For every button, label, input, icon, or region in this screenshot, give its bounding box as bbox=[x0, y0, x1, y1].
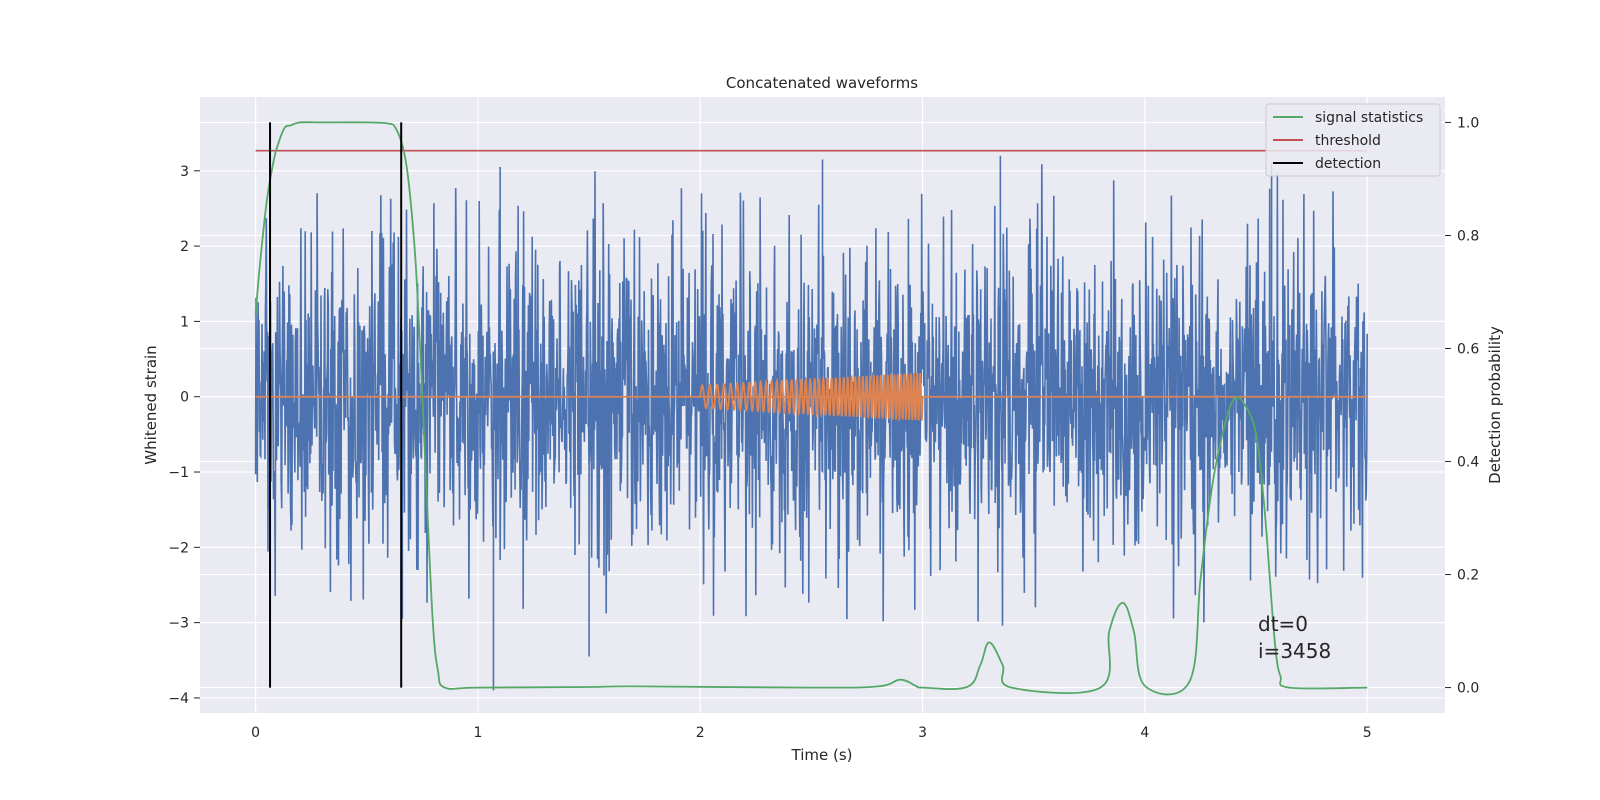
x-tick-label: 5 bbox=[1363, 725, 1372, 741]
y2-tick-label: 0.6 bbox=[1457, 341, 1479, 357]
annotation-dt: dt=0 bbox=[1258, 612, 1308, 636]
y-axis-label: Whitened strain bbox=[142, 345, 160, 464]
y-tick-label: −2 bbox=[168, 540, 189, 556]
legend-frame bbox=[1265, 103, 1441, 177]
chart-title: Concatenated waveforms bbox=[726, 74, 918, 92]
y2-tick-label: 0.0 bbox=[1457, 681, 1479, 697]
y2-tick-label: 0.8 bbox=[1457, 228, 1479, 244]
series-injected-chirp bbox=[699, 371, 924, 423]
y2-tick-label: 0.2 bbox=[1457, 568, 1479, 584]
y-tick-label: −1 bbox=[168, 465, 189, 481]
x-tick-label: 3 bbox=[918, 725, 927, 741]
y-tick-label: 1 bbox=[180, 314, 189, 330]
legend-label-signal-statistics: signal statistics bbox=[1315, 110, 1423, 126]
legend: signal statistics threshold detection bbox=[1265, 103, 1441, 177]
x-axis-label: Time (s) bbox=[791, 746, 853, 764]
annotation-box: dt=0 i=3458 bbox=[1258, 612, 1331, 663]
data-series bbox=[254, 121, 1368, 696]
x-tick-label: 4 bbox=[1140, 725, 1149, 741]
y-tick-label: 3 bbox=[180, 164, 189, 180]
x-tick-label: 1 bbox=[473, 725, 482, 741]
series-signal-statistics bbox=[254, 121, 1368, 696]
y2-tick-label: 1.0 bbox=[1457, 115, 1479, 131]
annotation-i: i=3458 bbox=[1258, 639, 1331, 663]
x-tick-label: 0 bbox=[251, 725, 260, 741]
y-tick-label: −3 bbox=[168, 616, 189, 632]
y-tick-label: −4 bbox=[168, 691, 189, 707]
y-tick-label: 0 bbox=[180, 390, 189, 406]
y2-axis-label: Detection probability bbox=[1486, 326, 1504, 484]
y-tick-label: 2 bbox=[180, 239, 189, 255]
axes: 0 1 2 3 4 5 −4 −3 −2 −1 0 1 2 3 0.0 0.2 0.4 0.6 0.8 1.0 bbox=[168, 115, 1479, 741]
y2-tick-label: 0.4 bbox=[1457, 455, 1479, 471]
legend-label-threshold: threshold bbox=[1315, 133, 1381, 149]
legend-label-detection: detection bbox=[1315, 156, 1381, 172]
x-tick-label: 2 bbox=[696, 725, 705, 741]
series-whitened-strain bbox=[254, 164, 1368, 626]
